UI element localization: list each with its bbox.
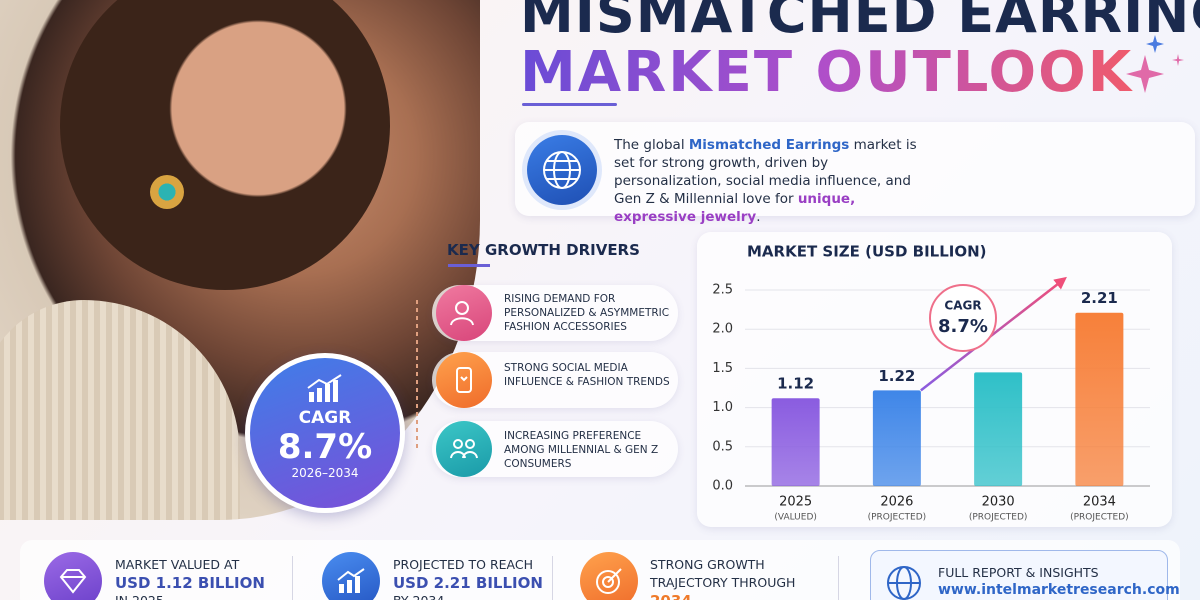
- report-box: [870, 550, 1168, 600]
- driver-text: Rising demand for personalized & asymmet…: [504, 293, 670, 333]
- y-tick-label: 0.5: [712, 439, 733, 454]
- x-tick-label: 2030: [982, 495, 1015, 510]
- report-label: FULL REPORT & INSIGHTS: [938, 565, 1099, 580]
- title-line2: MARKET OUTLOOK: [520, 40, 1134, 105]
- driver-text: Increasing preference among Millennial &…: [504, 430, 659, 470]
- cagr-bubble: [929, 284, 997, 352]
- x-tick-note: (PROJECTED): [1070, 513, 1129, 523]
- stat-text: PROJECTED TO REACH USD 2.21 BILLION BY 2…: [393, 556, 543, 600]
- intro-text-part: The global: [614, 137, 689, 153]
- stat-label: IN 2025: [115, 592, 265, 600]
- cagr-badge: CAGR 8.7% 2026–2034: [245, 353, 405, 513]
- intro-card: [515, 122, 1195, 216]
- stat-icon: [322, 552, 380, 600]
- stat-label: BY 2034: [393, 592, 543, 600]
- title-rule: [522, 103, 617, 106]
- bar-chart: MARKET SIZE (USD BILLION) 0.0 0.5 1.0 1.5 2.…: [712, 243, 1150, 523]
- x-tick-note: (PROJECTED): [868, 513, 927, 523]
- cagr-bubble-value: 8.7%: [938, 316, 988, 337]
- driver-icon: [436, 285, 492, 341]
- cagr-bubble-label: CAGR: [944, 299, 981, 313]
- stat-label: TRAJECTORY THROUGH: [650, 575, 796, 590]
- intro-highlight: Mismatched Earrings: [688, 137, 850, 153]
- sparkle: [1126, 35, 1184, 93]
- x-tick-note: (PROJECTED): [969, 513, 1028, 523]
- stat-value: USD 2.21 BILLION: [393, 574, 543, 592]
- y-tick-label: 2.0: [712, 322, 733, 337]
- stat-value: USD 1.12 BILLION: [115, 574, 265, 592]
- bar: [872, 390, 921, 486]
- stat-label: PROJECTED TO REACH: [393, 557, 533, 572]
- chart-title: MARKET SIZE (USD BILLION): [747, 243, 987, 261]
- report-globe: [887, 566, 921, 600]
- report-url[interactable]: www.intelmarketresearch.com: [938, 582, 1180, 598]
- stat-icon: [580, 552, 638, 600]
- bar: [771, 398, 820, 486]
- value-label: 2.21: [1081, 289, 1118, 307]
- divider: [292, 556, 293, 600]
- cagr-value: 8.7%: [277, 427, 373, 467]
- stat-icon: [44, 552, 102, 600]
- intro-text-part: market is set for strong growth, driven …: [614, 137, 917, 207]
- intro-text: The global Mismatched Earrings market is…: [614, 136, 924, 226]
- driver-connector: [416, 300, 418, 450]
- stat-text: MARKET VALUED AT USD 1.12 BILLION IN 202…: [115, 556, 265, 600]
- stat-label: MARKET VALUED AT: [115, 557, 240, 572]
- y-tick-label: 2.5: [712, 283, 733, 298]
- title-line1: MISMATCHED EARRINGS: [520, 0, 1200, 45]
- x-tick-label: 2025: [779, 495, 812, 510]
- x-tick-label: 2034: [1083, 495, 1116, 510]
- stat-label: STRONG GROWTH: [650, 557, 765, 572]
- x-tick-note: (VALUED): [774, 513, 817, 523]
- y-tick-label: 1.5: [712, 361, 733, 376]
- globe-icon: [527, 135, 597, 205]
- driver-icon: [436, 352, 492, 408]
- stat-text: STRONG GROWTH TRAJECTORY THROUGH 2034: [650, 556, 795, 600]
- y-tick-label: 1.0: [712, 400, 733, 415]
- value-label: 1.22: [878, 367, 915, 385]
- y-tick-label: 0.0: [712, 479, 733, 494]
- bar: [974, 372, 1023, 486]
- bar: [1075, 312, 1124, 486]
- driver-icon: [436, 421, 492, 477]
- stat-value: 2034: [650, 592, 795, 600]
- growth-icon: [307, 374, 342, 402]
- driver-text: Strong social media influence & fashion …: [504, 362, 670, 388]
- value-label: 1.12: [777, 375, 814, 393]
- intro-text-part: .: [756, 209, 761, 225]
- cagr-label: CAGR: [298, 408, 352, 428]
- divider: [838, 556, 839, 600]
- x-tick-label: 2026: [880, 495, 913, 510]
- cagr-period: 2026–2034: [291, 466, 359, 480]
- intro-highlight: unique, expressive jewelry: [614, 191, 856, 225]
- heading-rule: [448, 264, 490, 267]
- drivers-heading: KEY GROWTH DRIVERS: [447, 241, 640, 259]
- model-photo: [0, 0, 480, 520]
- divider: [552, 556, 553, 600]
